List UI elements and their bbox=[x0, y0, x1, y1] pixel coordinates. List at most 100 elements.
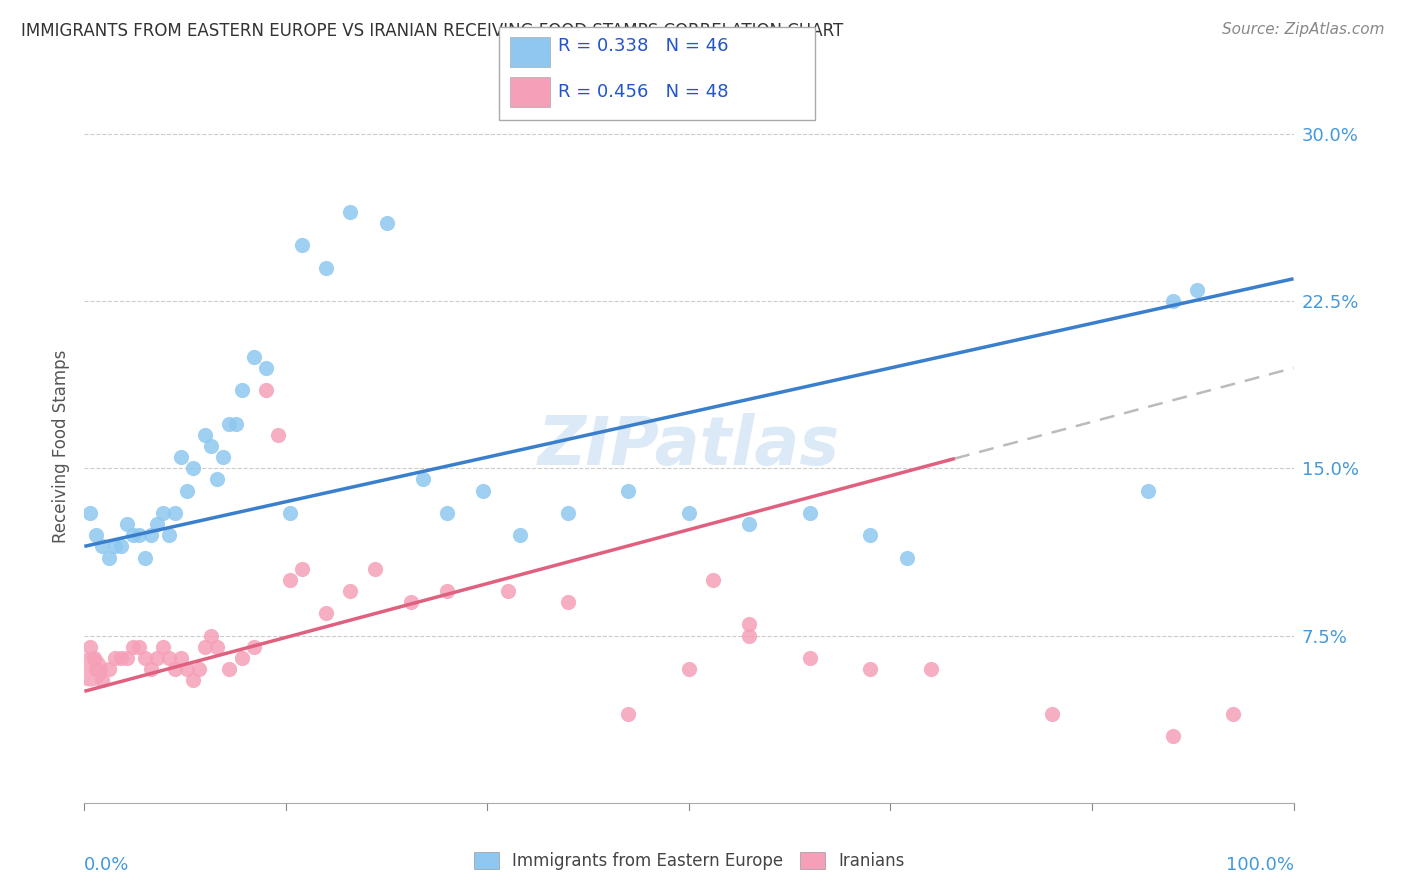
Point bbox=[83, 651, 105, 665]
Point bbox=[738, 517, 761, 532]
Point bbox=[181, 673, 204, 687]
Point bbox=[242, 640, 264, 654]
Point bbox=[115, 651, 138, 665]
Point bbox=[188, 662, 211, 676]
Point bbox=[412, 473, 434, 487]
Point bbox=[617, 706, 640, 721]
Point bbox=[291, 238, 314, 252]
Point bbox=[896, 550, 918, 565]
Point bbox=[738, 617, 761, 632]
Point bbox=[436, 506, 458, 520]
Y-axis label: Receiving Food Stamps: Receiving Food Stamps bbox=[52, 350, 70, 542]
Point bbox=[97, 662, 120, 676]
Point bbox=[678, 662, 700, 676]
Point bbox=[799, 651, 821, 665]
Point bbox=[375, 216, 398, 230]
Point bbox=[557, 595, 579, 609]
Point bbox=[254, 360, 277, 375]
Point bbox=[194, 427, 217, 442]
Point bbox=[157, 651, 180, 665]
Point bbox=[436, 583, 458, 598]
Point bbox=[509, 528, 531, 542]
Point bbox=[104, 539, 127, 553]
Point bbox=[146, 651, 169, 665]
Point bbox=[139, 662, 162, 676]
Point bbox=[231, 651, 253, 665]
Point bbox=[128, 528, 150, 542]
Text: R = 0.338   N = 46: R = 0.338 N = 46 bbox=[558, 37, 728, 55]
Point bbox=[121, 528, 143, 542]
Point bbox=[86, 662, 108, 676]
Point bbox=[1222, 706, 1244, 721]
Point bbox=[194, 640, 217, 654]
Point bbox=[218, 662, 240, 676]
Point bbox=[163, 506, 186, 520]
Point bbox=[134, 550, 156, 565]
Text: 0.0%: 0.0% bbox=[84, 855, 129, 873]
Point bbox=[97, 550, 120, 565]
Point bbox=[496, 583, 519, 598]
Point bbox=[170, 651, 193, 665]
Point bbox=[86, 528, 108, 542]
Point bbox=[678, 506, 700, 520]
Point bbox=[207, 640, 229, 654]
Point bbox=[291, 562, 314, 576]
Point bbox=[399, 595, 422, 609]
Point bbox=[242, 350, 264, 364]
Point bbox=[79, 640, 101, 654]
Point bbox=[163, 662, 186, 676]
Point bbox=[181, 461, 204, 475]
Point bbox=[200, 439, 222, 453]
Point bbox=[339, 204, 361, 219]
Point bbox=[363, 562, 385, 576]
Point bbox=[472, 483, 495, 498]
Point bbox=[859, 528, 882, 542]
Point bbox=[1161, 293, 1184, 308]
Point bbox=[134, 651, 156, 665]
Point bbox=[139, 528, 162, 542]
Point bbox=[128, 640, 150, 654]
Point bbox=[200, 628, 222, 642]
Point bbox=[91, 673, 114, 687]
Point bbox=[1040, 706, 1063, 721]
Point bbox=[110, 651, 132, 665]
Point bbox=[859, 662, 882, 676]
Point bbox=[254, 384, 277, 398]
Point bbox=[170, 450, 193, 465]
Point bbox=[79, 506, 101, 520]
Point bbox=[176, 483, 198, 498]
Point bbox=[1185, 283, 1208, 297]
Point bbox=[799, 506, 821, 520]
Point bbox=[339, 583, 361, 598]
Point bbox=[207, 473, 229, 487]
Point bbox=[176, 662, 198, 676]
Point bbox=[152, 506, 174, 520]
Point bbox=[110, 539, 132, 553]
Point bbox=[738, 628, 761, 642]
Point bbox=[79, 662, 101, 676]
Text: Source: ZipAtlas.com: Source: ZipAtlas.com bbox=[1222, 22, 1385, 37]
Point bbox=[152, 640, 174, 654]
Point bbox=[1137, 483, 1160, 498]
Point bbox=[920, 662, 942, 676]
Point bbox=[617, 483, 640, 498]
Point bbox=[146, 517, 169, 532]
Point bbox=[121, 640, 143, 654]
Point bbox=[315, 607, 337, 621]
Point bbox=[1161, 729, 1184, 743]
Point bbox=[278, 573, 301, 587]
Point bbox=[278, 506, 301, 520]
Point bbox=[212, 450, 235, 465]
Point bbox=[267, 427, 290, 442]
Point bbox=[218, 417, 240, 431]
Point bbox=[91, 539, 114, 553]
Text: 100.0%: 100.0% bbox=[1226, 855, 1294, 873]
Point bbox=[157, 528, 180, 542]
Text: IMMIGRANTS FROM EASTERN EUROPE VS IRANIAN RECEIVING FOOD STAMPS CORRELATION CHAR: IMMIGRANTS FROM EASTERN EUROPE VS IRANIA… bbox=[21, 22, 844, 40]
Point bbox=[104, 651, 127, 665]
Point bbox=[702, 573, 724, 587]
Point bbox=[315, 260, 337, 275]
Point bbox=[225, 417, 247, 431]
Legend: Immigrants from Eastern Europe, Iranians: Immigrants from Eastern Europe, Iranians bbox=[467, 845, 911, 877]
Text: R = 0.456   N = 48: R = 0.456 N = 48 bbox=[558, 83, 728, 101]
